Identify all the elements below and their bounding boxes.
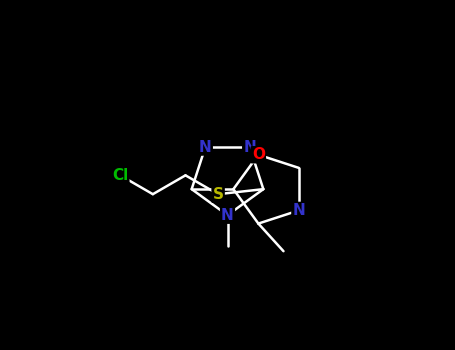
- Text: N: N: [221, 208, 234, 223]
- Text: Cl: Cl: [112, 168, 128, 183]
- Text: N: N: [293, 203, 305, 218]
- Text: N: N: [243, 140, 256, 154]
- Text: O: O: [252, 147, 265, 162]
- Text: N: N: [199, 140, 212, 154]
- Text: S: S: [212, 187, 223, 202]
